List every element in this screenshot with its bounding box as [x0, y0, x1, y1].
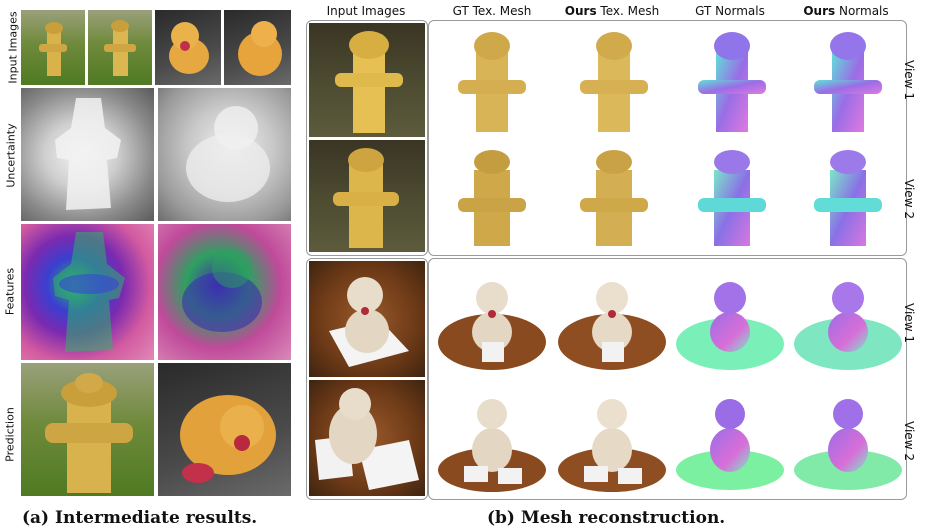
view-label-hydrant-1: View 1 [902, 60, 916, 100]
hydrant-gt-tex-mesh-view-1 [444, 22, 540, 138]
input-image-teddy-1 [155, 10, 221, 85]
teddy-ours-tex-mesh-view-2 [556, 380, 668, 496]
col-header-gt-tex-mesh: GT Tex. Mesh [452, 4, 532, 18]
input-image-teddy-2 [224, 10, 291, 85]
hydrant-ours-tex-mesh-view-1 [566, 22, 662, 138]
caption-a: (a) Intermediate results. [22, 508, 258, 528]
view-label-teddy-2: View 2 [902, 421, 916, 461]
teddy-ours-tex-mesh-view-1 [556, 262, 668, 378]
row-label-uncertainty: Uncertainty [4, 123, 18, 188]
row-label-input-images: Input Images [6, 11, 20, 84]
teddy-gt-normals-view-2 [674, 380, 786, 496]
col-header-ours-tex-mesh: Ours Tex. Mesh [564, 4, 660, 18]
frame-hydrant-inputs [306, 20, 428, 256]
frame-teddy-inputs [306, 258, 428, 500]
hydrant-input-view-2 [309, 140, 425, 252]
hydrant-ours-tex-mesh-view-2 [566, 140, 662, 252]
hydrant-gt-tex-mesh-view-2 [444, 140, 540, 252]
teddy-gt-tex-mesh-view-1 [436, 262, 548, 378]
teddy-gt-tex-mesh-view-2 [436, 380, 548, 496]
hydrant-ours-normals-view-1 [800, 22, 896, 138]
teddy-ours-normals-view-1 [792, 262, 904, 378]
input-image-hydrant-2 [88, 10, 152, 85]
col-header-input-images: Input Images [326, 4, 406, 18]
hydrant-ours-normals-view-2 [800, 140, 896, 252]
teddy-ours-normals-view-2 [792, 380, 904, 496]
teddy-input-view-1 [309, 261, 425, 377]
caption-b: (b) Mesh reconstruction. [487, 508, 726, 528]
hydrant-gt-normals-view-1 [684, 22, 780, 138]
row-label-prediction: Prediction [3, 407, 17, 462]
input-image-hydrant-1 [21, 10, 85, 85]
prediction-hydrant [21, 363, 154, 496]
view-label-teddy-1: View 1 [902, 303, 916, 343]
view-label-hydrant-2: View 2 [902, 179, 916, 219]
col-header-ours-normals: Ours Normals [803, 4, 889, 18]
uncertainty-map-teddy [158, 88, 291, 221]
col-header-gt-normals: GT Normals [695, 4, 765, 18]
teddy-gt-normals-view-1 [674, 262, 786, 378]
teddy-input-view-2 [309, 380, 425, 496]
uncertainty-map-hydrant [21, 88, 154, 221]
prediction-teddy [158, 363, 291, 496]
feature-map-hydrant [21, 224, 154, 360]
hydrant-input-view-1 [309, 23, 425, 137]
hydrant-gt-normals-view-2 [684, 140, 780, 252]
feature-map-teddy [158, 224, 291, 360]
frame-hydrant-results [428, 20, 907, 256]
frame-teddy-results [428, 258, 907, 500]
row-label-features: Features [3, 267, 17, 316]
